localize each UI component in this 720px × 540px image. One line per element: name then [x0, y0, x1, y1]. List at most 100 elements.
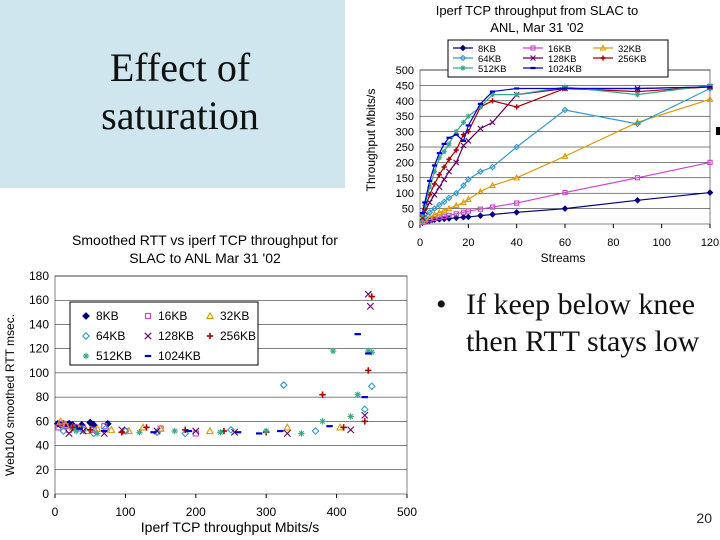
series-64KB: [59, 381, 376, 438]
x-tick-label: 300: [256, 505, 276, 519]
chart-title-line-2: SLAC to ANL Mar 31 '02: [129, 250, 281, 266]
data-point: [435, 201, 443, 209]
legend-marker: [82, 352, 90, 360]
data-point: [347, 413, 354, 420]
y-tick-label: 180: [29, 269, 49, 283]
legend-label: 32KB: [220, 309, 249, 323]
legend-item-8KB: 8KB: [453, 44, 496, 55]
data-point: [431, 181, 438, 187]
legend-marker: [144, 332, 152, 340]
data-point: [634, 175, 641, 181]
legend-marker: [459, 44, 467, 52]
data-point: [56, 417, 65, 425]
y-tick-label: 400: [396, 96, 414, 108]
series-1024KB: [419, 85, 713, 215]
data-point: [360, 405, 369, 414]
x-tick-label: 500: [397, 505, 417, 519]
legend-label: 256KB: [220, 329, 256, 343]
data-point: [634, 92, 641, 98]
series-64KB: [419, 85, 714, 224]
series-128KB: [419, 83, 713, 221]
data-point: [452, 214, 460, 222]
x-tick-label: 60: [559, 237, 571, 249]
y-tick-label: 80: [36, 390, 50, 404]
legend-label: 1024KB: [548, 64, 582, 75]
legend-item-64KB: 64KB: [82, 329, 125, 343]
legend-label: 32KB: [618, 44, 641, 55]
x-tick-label: 200: [186, 505, 206, 519]
data-point: [706, 95, 714, 102]
legend-marker: [206, 332, 214, 340]
legend-marker: [205, 311, 215, 320]
data-point: [89, 421, 98, 429]
chart-title-line-1: Smoothed RTT vs iperf TCP throughput for: [72, 232, 338, 248]
data-point: [59, 427, 68, 436]
data-point: [430, 211, 439, 218]
legend-label: 16KB: [158, 309, 187, 323]
y-tick-label: 120: [29, 342, 49, 356]
series-line: [421, 84, 711, 215]
legend-label: 8KB: [96, 309, 119, 323]
y-tick-label: 300: [396, 127, 414, 139]
series-line: [421, 86, 711, 214]
data-point: [440, 198, 448, 206]
series-512KB: [419, 82, 713, 218]
data-point: [561, 205, 569, 212]
data-point: [488, 181, 497, 189]
axes: 0 20 40 60 80 100 120 140 160 180 0 100 200 300 400 500: [29, 269, 417, 519]
data-point: [453, 129, 459, 135]
y-tick-label: 450: [396, 80, 414, 92]
legend-item-128KB: 128KB: [523, 54, 577, 65]
legend-label: 1024KB: [158, 349, 201, 363]
resize-handle[interactable]: [716, 127, 720, 135]
legend-item-16KB: 16KB: [523, 44, 571, 55]
y-tick-label: 350: [396, 111, 414, 123]
data-point: [156, 424, 165, 432]
data-point: [513, 208, 520, 216]
data-point: [171, 427, 178, 435]
x-axis-label: Iperf TCP throughput Mbits/s: [141, 519, 319, 535]
data-point: [464, 195, 472, 202]
data-point: [460, 213, 467, 221]
y-tick-label: 500: [396, 65, 414, 77]
data-point: [319, 418, 326, 425]
rtt-vs-throughput-chart: Smoothed RTT vs iperf TCP throughput for…: [3, 232, 417, 535]
data-point: [489, 119, 496, 126]
data-point: [459, 198, 468, 206]
legend-label: 512KB: [478, 64, 507, 75]
data-point: [361, 411, 369, 419]
legend-item-128KB: 128KB: [144, 329, 194, 343]
data-point: [217, 429, 224, 436]
data-point: [367, 382, 376, 391]
data-point: [65, 429, 73, 438]
data-point: [205, 426, 215, 435]
x-tick-label: 100: [115, 505, 135, 519]
data-point: [94, 430, 101, 437]
y-tick-label: 100: [396, 188, 414, 200]
data-point: [445, 204, 453, 212]
legend-item-512KB: 512KB: [82, 349, 132, 363]
data-point: [354, 391, 361, 398]
data-point: [452, 189, 460, 197]
data-point: [460, 142, 467, 149]
data-point: [465, 137, 472, 144]
data-point: [55, 424, 62, 431]
y-axis-label: Web100 smoothed RTT msec.: [3, 314, 17, 476]
data-point: [311, 427, 320, 436]
y-tick-label: 100: [29, 366, 49, 380]
legend-item-256KB: 256KB: [206, 329, 256, 343]
data-point: [514, 104, 520, 110]
legend-item-8KB: 8KB: [82, 309, 119, 323]
data-point: [436, 184, 443, 191]
data-point: [477, 212, 484, 219]
data-point: [446, 212, 452, 219]
legend-item-64KB: 64KB: [453, 54, 501, 65]
data-point: [192, 427, 200, 435]
legend-label: 128KB: [158, 329, 194, 343]
legend-marker: [530, 55, 536, 61]
legend-marker: [460, 65, 466, 71]
data-point: [513, 174, 521, 181]
data-point: [227, 425, 235, 434]
bullet-point: • If keep below knee then RTT stays low: [436, 286, 716, 360]
legend-item-1024KB: 1024KB: [144, 349, 201, 363]
